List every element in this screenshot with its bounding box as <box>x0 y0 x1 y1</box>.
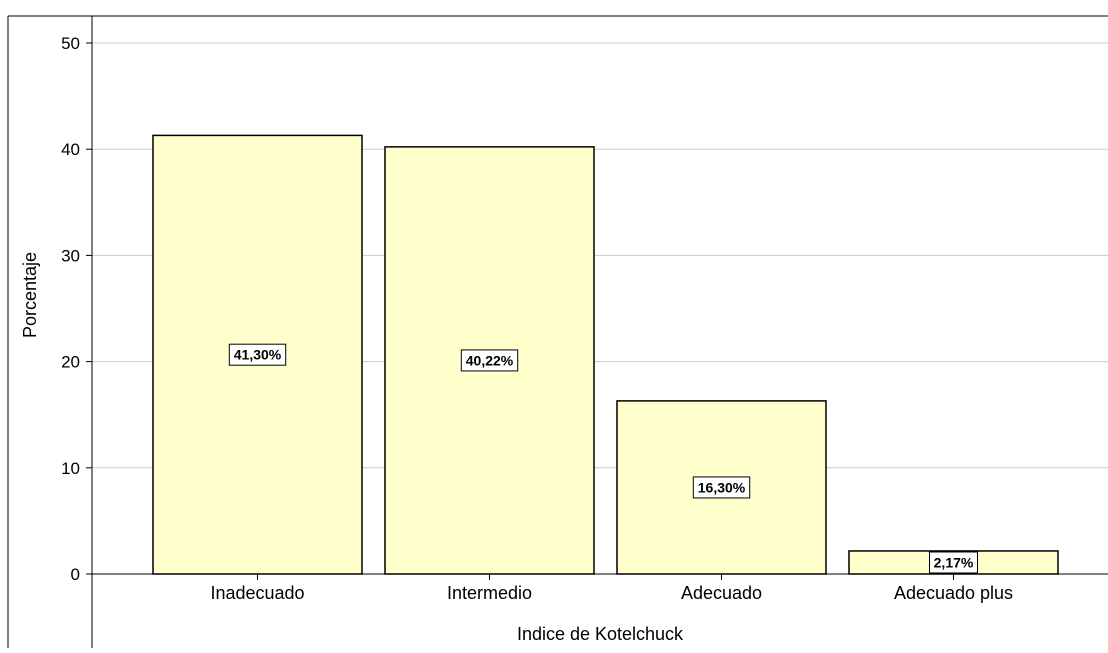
y-tick-label: 20 <box>61 353 80 372</box>
data-label-box <box>228 343 287 366</box>
data-label: 16,30% <box>692 476 751 499</box>
y-tick-label: 0 <box>71 565 80 584</box>
x-axis-title: Indice de Kotelchuck <box>517 624 684 644</box>
data-label: 40,22% <box>460 349 519 372</box>
y-tick-label: 50 <box>61 34 80 53</box>
y-axis-title: Porcentaje <box>20 252 40 338</box>
y-tick-label: 10 <box>61 459 80 478</box>
x-tick-label: Adecuado <box>681 583 762 603</box>
data-label-box <box>692 476 751 499</box>
y-tick-label: 30 <box>61 246 80 265</box>
data-labels: 41,30% 40,22% 16,30% 2,17% <box>228 343 978 574</box>
x-tick-label: Inadecuado <box>210 583 304 603</box>
data-label-box <box>460 349 519 372</box>
y-tick-label: 40 <box>61 140 80 159</box>
axes: 0 10 20 30 40 50 Inadecuado Intermedio Adecuado A… <box>7 15 1108 648</box>
x-tick-label: Intermedio <box>447 583 532 603</box>
data-label-text: 16,30% <box>698 479 746 495</box>
data-label-text: 2,17% <box>934 554 974 570</box>
x-tick-label: Adecuado plus <box>894 583 1013 603</box>
data-label-text: 41,30% <box>234 347 282 363</box>
data-label-text: 40,22% <box>466 352 514 368</box>
data-label: 2,17% <box>929 551 978 574</box>
data-label: 41,30% <box>228 343 287 366</box>
data-label-box <box>929 551 978 574</box>
